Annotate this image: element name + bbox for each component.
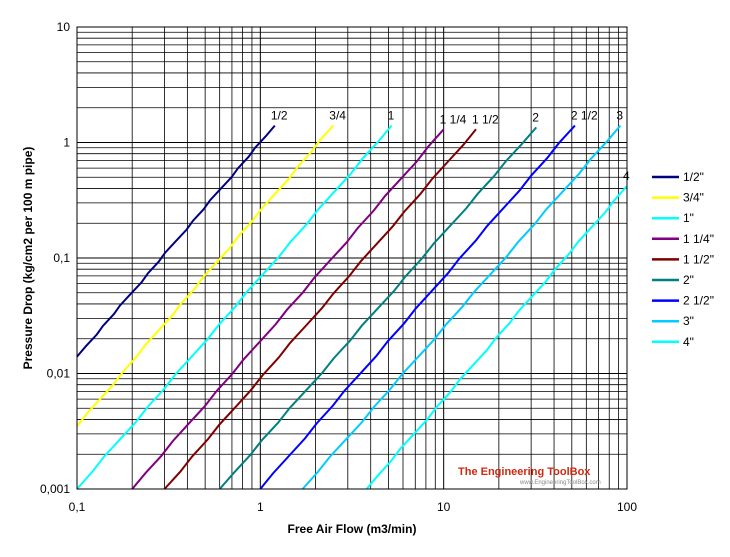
x-tick-label: 100 [617, 500, 637, 514]
grid-lines [77, 27, 627, 489]
series-line [76, 124, 276, 358]
series-end-label: 1 1/4 [440, 112, 467, 126]
y-tick-label: 0,001 [40, 482, 70, 496]
legend-label: 1 1/2" [683, 252, 714, 266]
watermark-title: The Engineering ToolBox [458, 466, 591, 478]
series-end-label: 2 [532, 110, 539, 124]
x-tick-label: 0,1 [69, 500, 86, 514]
series-line [301, 124, 622, 490]
series-line [218, 126, 538, 490]
series-line [259, 124, 576, 490]
series-end-label: 1 [388, 109, 395, 123]
series-line [76, 124, 335, 427]
y-tick-label: 0,01 [47, 367, 71, 381]
y-tick-label: 10 [57, 20, 71, 34]
legend-label: 1" [683, 211, 694, 225]
series-end-labels: 1/2 3/4 1 1 1/4 1 1/2 2 2 1/2 34 [271, 109, 630, 183]
series-end-label: 1 1/2 [472, 112, 499, 126]
legend-label: 3" [683, 314, 694, 328]
legend-label: 4" [683, 335, 694, 349]
y-tick-label: 0,1 [53, 251, 70, 265]
legend-label: 3/4" [683, 191, 704, 205]
y-tick-label: 1 [63, 136, 70, 150]
y-axis-title: Pressure Drop (kg/cm2 per 100 m pipe) [21, 147, 35, 370]
legend-label: 2" [683, 273, 694, 287]
y-axis-tick-labels: 0,001 0,01 0,1 1 10 [40, 20, 70, 496]
x-tick-label: 10 [437, 500, 451, 514]
x-axis-title: Free Air Flow (m3/min) [288, 522, 417, 536]
series-line [365, 185, 628, 490]
watermark-subtitle: www.EngineeringToolBox.com [519, 480, 601, 486]
legend-label: 1 1/4" [683, 232, 714, 246]
series-end-label: 3/4 [329, 109, 346, 123]
series-lines [76, 124, 628, 490]
series-line [163, 128, 477, 490]
x-tick-label: 1 [257, 500, 264, 514]
series-end-label: 2 1/2 [571, 109, 598, 123]
series-line [76, 124, 393, 490]
legend-label: 2 1/2" [683, 294, 714, 308]
series-end-label: 3 [616, 109, 623, 123]
legend-label: 1/2" [683, 170, 704, 184]
legend: 1/2" 3/4" 1" 1 1/4" 1 1/2" 2" 2 1/2" 3" 4" [652, 170, 714, 349]
series-line [131, 128, 445, 490]
watermark: The Engineering ToolBox www.EngineeringT… [458, 466, 601, 486]
x-axis-tick-labels: 0,1 1 10 100 [69, 500, 638, 514]
plot-area-frame [76, 26, 628, 490]
series-end-label: 1/2 [271, 109, 288, 123]
